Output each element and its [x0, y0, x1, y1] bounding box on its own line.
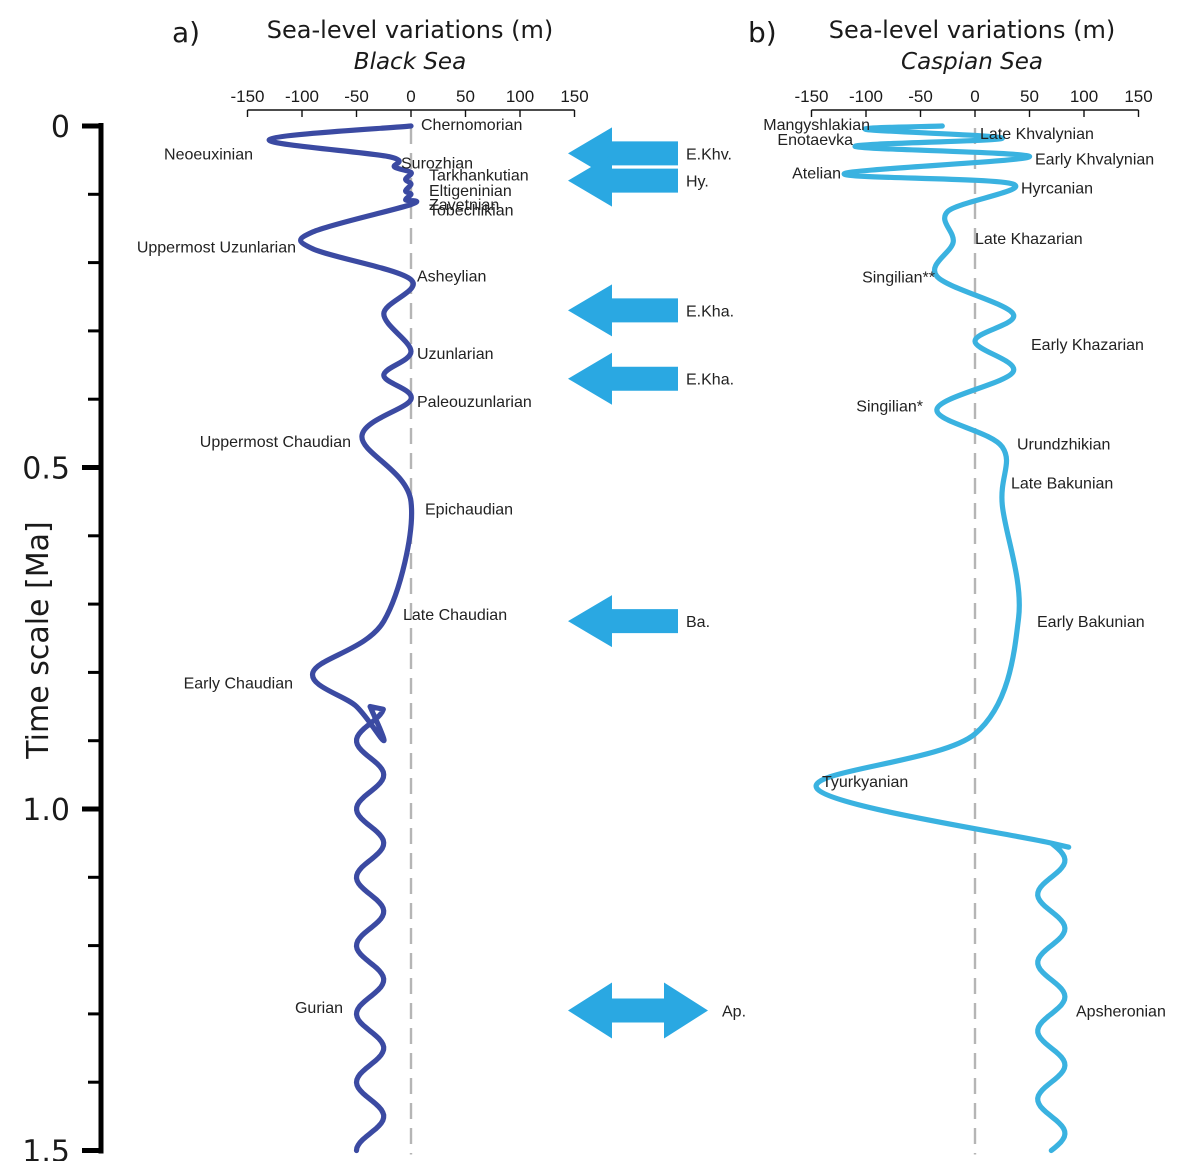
connection-label: Ba. — [686, 614, 710, 631]
stage-label: Zavetnian — [429, 197, 499, 214]
time-axis: 0 0.5 1.0 1.5 — [22, 110, 104, 1161]
x-tick-label: -50 — [344, 87, 369, 106]
time-tick-label: 1.5 — [22, 1135, 70, 1161]
stage-label: Eltigeninian — [429, 183, 512, 200]
panel-a-labels: Neoeuxinian Chernomorian SurozhianTarkhank… — [137, 117, 532, 1017]
stage-label: Epichaudian — [425, 501, 513, 518]
x-tick-label: -50 — [908, 87, 933, 106]
stage-label: Early Chaudian — [184, 676, 293, 693]
stage-label: Singilian** — [862, 269, 935, 286]
stage-label: Urundzhikian — [1017, 437, 1110, 454]
stage-label: Paleouzunlarian — [417, 394, 532, 411]
stage-label: Atelian — [792, 165, 841, 182]
connection-arrow — [568, 595, 678, 648]
stage-label: Late Khvalynian — [980, 126, 1094, 143]
x-tick-label: 150 — [560, 87, 588, 106]
x-tick-label: 100 — [506, 87, 534, 106]
panel-caspian-sea: b) Sea-level variations (m) Caspian Sea … — [748, 16, 1166, 1155]
stage-label: Late Chaudian — [403, 607, 507, 624]
stage-label: Neoeuxinian — [164, 147, 253, 164]
panel-b-x-axis: -150 -100 -50 0 50 100 150 — [794, 87, 1153, 117]
stage-label: Uppermost Chaudian — [200, 434, 351, 451]
time-tick-label: 1.0 — [22, 793, 70, 828]
connection-arrow — [568, 154, 678, 207]
x-tick-label: 100 — [1070, 87, 1098, 106]
x-tick-label: 0 — [406, 87, 415, 106]
stage-label: Surozhian — [401, 156, 473, 173]
stage-label: Mangyshlakian — [763, 117, 870, 134]
panel-b-curve-group — [813, 123, 1072, 1155]
connection-arrow — [568, 284, 678, 337]
time-tick-label: 0.5 — [22, 452, 70, 487]
time-tick-label: 0 — [51, 110, 70, 145]
stage-label: Singilian* — [856, 398, 923, 415]
stage-label: Gurian — [295, 1000, 343, 1017]
connection-label: Ap. — [722, 1003, 746, 1020]
stage-label: Early Khvalynian — [1035, 152, 1154, 169]
x-tick-label: -150 — [230, 87, 264, 106]
x-tick-label: 50 — [1020, 87, 1039, 106]
x-tick-label: 50 — [456, 87, 475, 106]
stage-label: Asheylian — [417, 269, 486, 286]
connection-arrow — [568, 352, 678, 405]
stage-label: Uppermost Uzunlarian — [137, 240, 296, 257]
connection-label: Hy. — [686, 174, 709, 191]
panel-a-letter: a) — [172, 16, 200, 49]
stage-label: Chernomorian — [421, 117, 522, 134]
stage-label: Uzunlarian — [417, 346, 493, 363]
stage-label: Late Bakunian — [1011, 476, 1113, 493]
connection-label: E.Kha. — [686, 303, 734, 320]
stage-label: Hyrcanian — [1021, 180, 1093, 197]
panel-b-title: Sea-level variations (m) — [829, 16, 1115, 44]
panel-a-subtitle: Black Sea — [354, 49, 466, 75]
connection-arrow — [568, 982, 708, 1039]
stage-label: Tyurkyanian — [822, 774, 908, 791]
x-tick-label: 150 — [1124, 87, 1152, 106]
stage-label: Early Khazarian — [1031, 337, 1144, 354]
black-sea-series-line — [266, 123, 420, 1154]
stage-label: Tobechikian — [429, 202, 514, 219]
panel-a-title: Sea-level variations (m) — [267, 16, 553, 44]
panel-black-sea: a) Sea-level variations (m) Black Sea -1… — [137, 16, 589, 1155]
panel-b-labels: Mangyshlakian Late Khvalynian Enotaevka Ear… — [763, 117, 1166, 1020]
panel-b-subtitle: Caspian Sea — [901, 49, 1043, 75]
stage-label: Early Bakunian — [1037, 614, 1145, 631]
time-axis-label: Time scale [Ma] — [21, 521, 56, 759]
panel-a-x-axis: -150 -100 -50 0 50 100 150 — [230, 87, 589, 117]
stage-label: Tarkhankutian — [429, 167, 529, 184]
panel-b-letter: b) — [748, 16, 777, 49]
caspian-sea-series-line — [813, 123, 1072, 1154]
stage-label: Enotaevka — [777, 132, 853, 149]
connection-label: E.Kha. — [686, 372, 734, 389]
stage-label: Late Khazarian — [975, 231, 1083, 248]
panel-a-curve-group — [266, 123, 420, 1155]
x-tick-label: 0 — [970, 87, 979, 106]
x-tick-label: -100 — [849, 87, 883, 106]
x-tick-label: -100 — [285, 87, 319, 106]
connection-arrows: E.Khv. Hy. E.Kha. E.Kha. Ba. Ap. — [568, 127, 746, 1039]
x-tick-label: -150 — [794, 87, 828, 106]
connection-label: E.Khv. — [686, 146, 732, 163]
stage-label: Apsheronian — [1076, 1003, 1166, 1020]
